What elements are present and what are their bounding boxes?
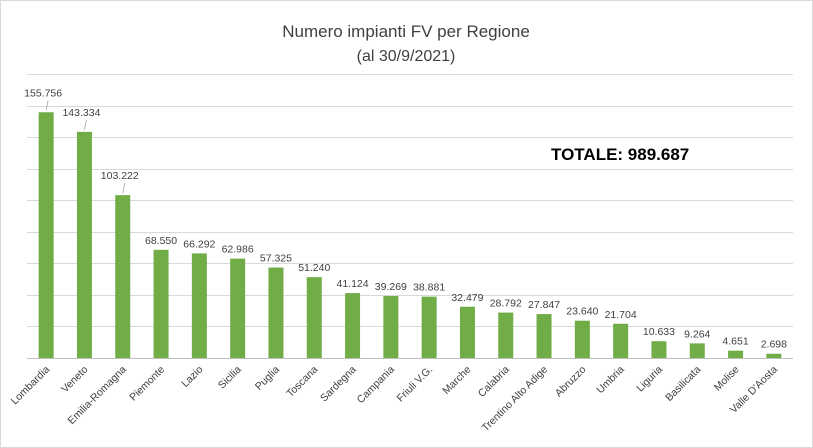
gridlines	[27, 74, 793, 359]
bar	[689, 343, 705, 358]
category-label: Umbria	[594, 364, 627, 397]
bar	[306, 277, 322, 358]
data-label-leader	[84, 119, 87, 130]
bar	[115, 195, 131, 358]
category-label: Calabria	[476, 364, 512, 400]
data-label: 62.986	[222, 244, 254, 256]
bar	[613, 323, 629, 358]
category-label: Toscana	[284, 364, 320, 400]
bar	[459, 306, 475, 358]
category-label: Abruzzo	[553, 364, 589, 400]
category-label: Lazio	[179, 364, 205, 390]
bar	[574, 320, 590, 358]
bar	[38, 112, 54, 358]
bar	[383, 296, 399, 358]
data-label: 23.640	[566, 306, 598, 318]
bar	[728, 350, 744, 358]
data-label: 2.698	[761, 339, 787, 351]
bar	[345, 293, 361, 358]
data-label: 66.292	[183, 238, 215, 250]
bar	[421, 296, 437, 358]
bar	[536, 314, 552, 358]
data-label: 4.651	[722, 336, 748, 348]
bar	[766, 353, 782, 358]
category-label: Campania	[355, 364, 397, 406]
data-label-leader	[122, 183, 126, 194]
data-label: 32.479	[451, 292, 483, 304]
data-label: 103.222	[101, 170, 139, 182]
data-label: 39.269	[375, 281, 407, 293]
bars	[38, 112, 782, 358]
category-label: Liguria	[634, 364, 665, 395]
data-label: 51.240	[298, 262, 330, 274]
bar	[76, 131, 92, 358]
data-label: 41.124	[336, 278, 368, 290]
category-label: Molise	[712, 364, 742, 394]
data-label: 143.334	[62, 107, 100, 119]
data-label-leader	[45, 100, 49, 111]
category-label: Friuli V.G.	[394, 364, 435, 405]
data-label: 28.792	[490, 298, 522, 310]
category-label: Veneto	[59, 364, 91, 396]
data-label: 21.704	[605, 309, 637, 321]
category-label: Marche	[440, 364, 473, 397]
chart-subtitle: (al 30/9/2021)	[357, 48, 456, 65]
category-label: Sardegna	[318, 364, 359, 405]
bar	[268, 267, 284, 358]
bar	[153, 249, 169, 358]
data-label: 38.881	[413, 282, 445, 294]
data-label: 68.550	[145, 235, 177, 247]
data-label: 10.633	[643, 326, 675, 338]
bar	[651, 341, 667, 358]
bar	[191, 253, 207, 358]
data-label: 155.756	[24, 87, 62, 99]
data-label: 57.325	[260, 253, 292, 265]
chart-title: Numero impianti FV per Regione	[282, 22, 530, 41]
total-annotation: TOTALE: 989.687	[551, 145, 689, 164]
category-label: Basilicata	[663, 364, 703, 404]
data-label: 9.264	[684, 328, 710, 340]
category-label: Puglia	[253, 364, 282, 393]
category-label: Sicilia	[216, 364, 244, 392]
category-label: Lombardia	[9, 364, 53, 408]
bar	[498, 312, 514, 358]
data-label: 27.847	[528, 299, 560, 311]
category-label: Piemonte	[127, 364, 167, 404]
category-label: Trentino Alto Adige	[480, 364, 551, 435]
bar	[230, 258, 246, 358]
